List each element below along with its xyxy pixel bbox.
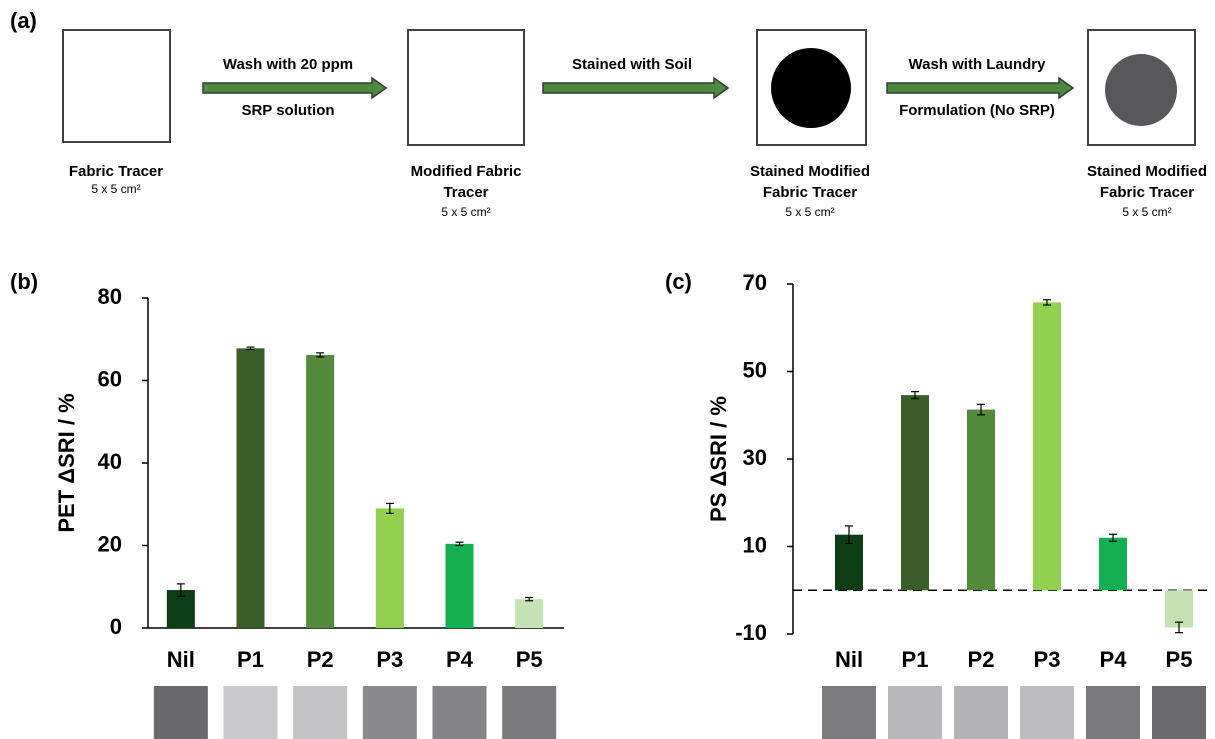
fabric-swatch — [822, 686, 876, 739]
x-tick-label: P4 — [446, 647, 474, 672]
bar — [445, 543, 474, 628]
arrow-label: Wash with Laundry — [909, 56, 1047, 73]
node-size: 5 x 5 cm² — [785, 205, 834, 219]
arrow-label: Wash with 20 ppm — [223, 56, 353, 73]
fabric-swatch — [1086, 686, 1140, 739]
stain — [771, 48, 851, 128]
fabric-swatch — [153, 686, 208, 739]
node-size: 5 x 5 cm² — [1122, 205, 1171, 219]
arrow — [202, 76, 388, 100]
arrows — [202, 76, 1075, 100]
node-label: Fabric Tracer — [1100, 184, 1194, 201]
fabric-swatch — [888, 686, 942, 739]
panel-label: (a) — [10, 8, 37, 33]
arrow — [542, 76, 730, 100]
y-axis-label: PET ΔSRI / % — [54, 393, 79, 532]
error-bar — [911, 391, 919, 400]
error-bar — [455, 541, 464, 547]
fabric-swatch — [1020, 686, 1074, 739]
node-label: Stained Modified — [1087, 163, 1207, 180]
fabric-box — [407, 29, 525, 146]
fabric-swatch — [432, 686, 487, 739]
x-tick-label: P3 — [376, 647, 403, 672]
bar — [515, 599, 544, 628]
arrow-label: Formulation (No SRP) — [899, 102, 1055, 119]
error-bar — [176, 583, 185, 597]
y-tick-label: -10 — [735, 620, 767, 645]
x-tick-label: P1 — [237, 647, 264, 672]
fabric-swatch — [1152, 686, 1206, 739]
x-tick-label: P2 — [307, 647, 334, 672]
x-tick-label: P1 — [902, 647, 929, 672]
y-tick-label: 0 — [110, 614, 122, 639]
x-tick-label: P2 — [968, 647, 995, 672]
error-bar — [525, 596, 534, 602]
y-tick-label: 20 — [98, 531, 122, 556]
x-tick-label: P3 — [1034, 647, 1061, 672]
panel-label: (c) — [665, 269, 692, 294]
x-tick-label: Nil — [835, 647, 863, 672]
y-tick-label: 10 — [743, 532, 767, 557]
fabric-swatch — [293, 686, 348, 739]
error-bar — [316, 352, 325, 358]
node-label: Modified Fabric — [411, 163, 522, 180]
fabric-box — [1087, 29, 1196, 146]
error-bar — [977, 403, 985, 416]
bar — [236, 348, 265, 628]
bar — [375, 508, 404, 628]
arrow — [886, 76, 1075, 100]
bar — [901, 395, 929, 591]
fabric-box — [62, 29, 171, 143]
arrow-label: Stained with Soil — [572, 56, 692, 73]
node-label: Tracer — [443, 184, 488, 201]
node-label: Fabric Tracer — [763, 184, 857, 201]
x-tick-label: P4 — [1100, 647, 1128, 672]
bar — [967, 409, 995, 591]
bar — [306, 354, 335, 628]
error-bar — [1109, 533, 1117, 542]
x-tick-label: P5 — [516, 647, 543, 672]
error-bar — [246, 346, 255, 351]
y-axis-label: PS ΔSRI / % — [706, 396, 731, 522]
y-tick-label: 70 — [743, 270, 767, 295]
stain — [1105, 54, 1177, 126]
fabric-box — [756, 29, 867, 146]
node-label: Stained Modified — [750, 163, 870, 180]
error-bar — [1175, 621, 1183, 634]
arrow-label: SRP solution — [241, 102, 334, 119]
x-tick-label: Nil — [167, 647, 195, 672]
fabric-swatch — [502, 686, 557, 739]
node-label: Fabric Tracer — [69, 163, 163, 180]
y-tick-label: 60 — [98, 366, 122, 391]
error-bar — [385, 502, 394, 514]
node-size: 5 x 5 cm² — [441, 205, 490, 219]
error-bar — [845, 525, 853, 545]
bar — [1033, 302, 1061, 591]
y-tick-label: 40 — [98, 449, 122, 474]
bar — [1165, 590, 1193, 628]
panel-label: (b) — [10, 269, 38, 294]
node-size: 5 x 5 cm² — [91, 182, 140, 196]
x-tick-label: P5 — [1166, 647, 1193, 672]
fabric-swatch — [362, 686, 417, 739]
y-tick-label: 80 — [98, 284, 122, 309]
fabric-swatch — [223, 686, 278, 739]
fabric-swatch — [954, 686, 1008, 739]
y-tick-label: 50 — [743, 357, 767, 382]
error-bar — [1043, 299, 1051, 306]
y-tick-label: 30 — [743, 445, 767, 470]
bar — [1099, 537, 1127, 591]
